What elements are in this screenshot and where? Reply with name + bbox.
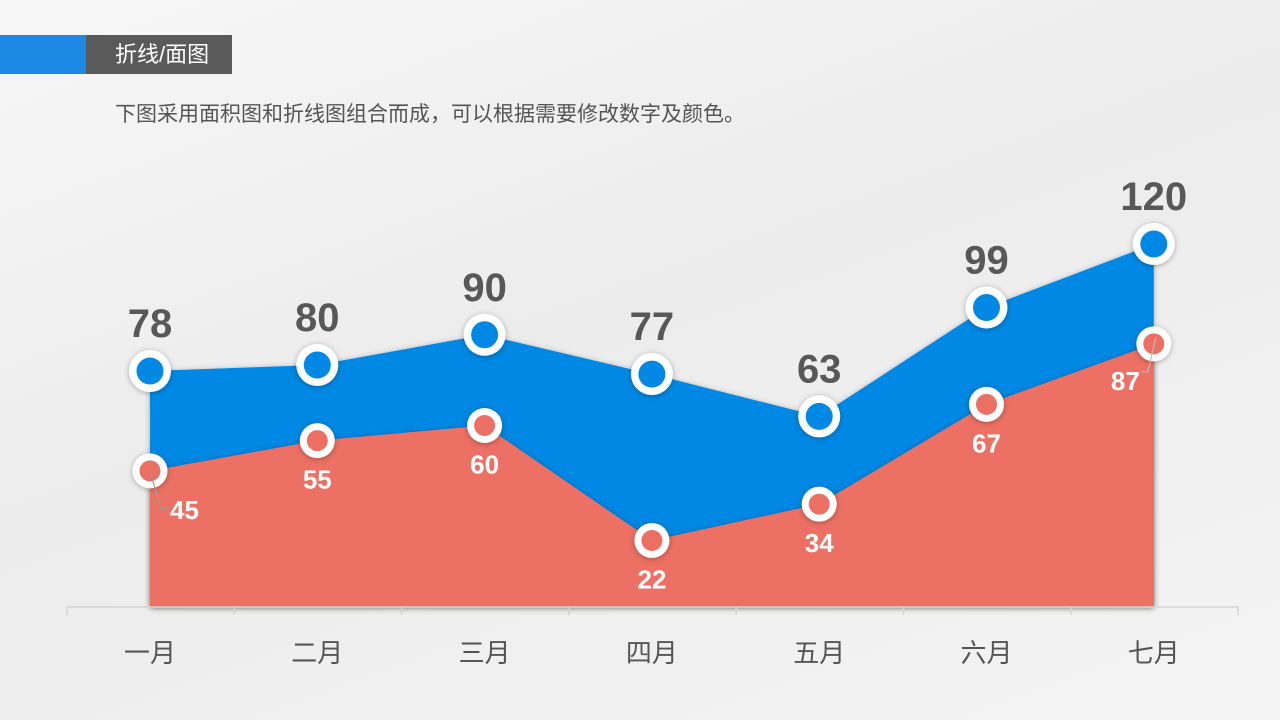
leader-line xyxy=(149,470,168,510)
x-tick-label: 四月 xyxy=(626,638,678,668)
x-tick-label: 三月 xyxy=(459,638,511,668)
data-label-series-1: 80 xyxy=(295,296,340,340)
x-tick-label: 六月 xyxy=(960,638,1012,668)
data-label-series-2: 67 xyxy=(972,428,1001,458)
marker-series-2-inner xyxy=(976,393,997,415)
data-label-series-1: 78 xyxy=(128,302,173,346)
data-label-series-2: 60 xyxy=(470,450,499,480)
data-label-series-2: 34 xyxy=(805,528,834,558)
x-tick-label: 七月 xyxy=(1128,638,1180,668)
marker-series-2-inner xyxy=(641,529,663,551)
marker-series-1-inner xyxy=(471,321,499,349)
slide-title: 折线/面图 xyxy=(86,35,232,74)
area-series-2 xyxy=(150,343,1154,607)
marker-series-1-inner xyxy=(1140,230,1168,258)
data-label-series-1: 90 xyxy=(462,266,507,310)
accent-bar xyxy=(0,35,86,74)
marker-series-1-inner xyxy=(973,294,1000,322)
data-label-series-2: 55 xyxy=(303,465,332,495)
data-label-series-2: 22 xyxy=(637,564,666,594)
marker-series-1-inner xyxy=(303,351,331,379)
marker-series-2-inner xyxy=(474,415,496,436)
data-label-series-1: 77 xyxy=(630,305,675,349)
data-label-series-1: 99 xyxy=(964,239,1009,283)
x-tick-label: 二月 xyxy=(291,638,343,668)
data-label-series-1: 120 xyxy=(1120,175,1187,219)
data-label-series-2: 87 xyxy=(1111,366,1140,396)
x-tick-label: 一月 xyxy=(124,638,176,668)
marker-series-2-inner xyxy=(808,493,830,515)
slide-subtitle: 下图采用面积图和折线图组合而成，可以根据需要修改数字及颜色。 xyxy=(115,103,745,126)
marker-series-1-inner xyxy=(805,402,833,430)
marker-series-1-inner xyxy=(136,357,164,385)
data-label-series-2: 45 xyxy=(170,495,199,525)
leader-line xyxy=(1141,337,1157,373)
marker-series-1-inner xyxy=(638,360,666,388)
x-tick-label: 五月 xyxy=(793,638,845,668)
data-label-series-1: 63 xyxy=(797,347,842,391)
marker-series-2-inner xyxy=(306,430,328,452)
